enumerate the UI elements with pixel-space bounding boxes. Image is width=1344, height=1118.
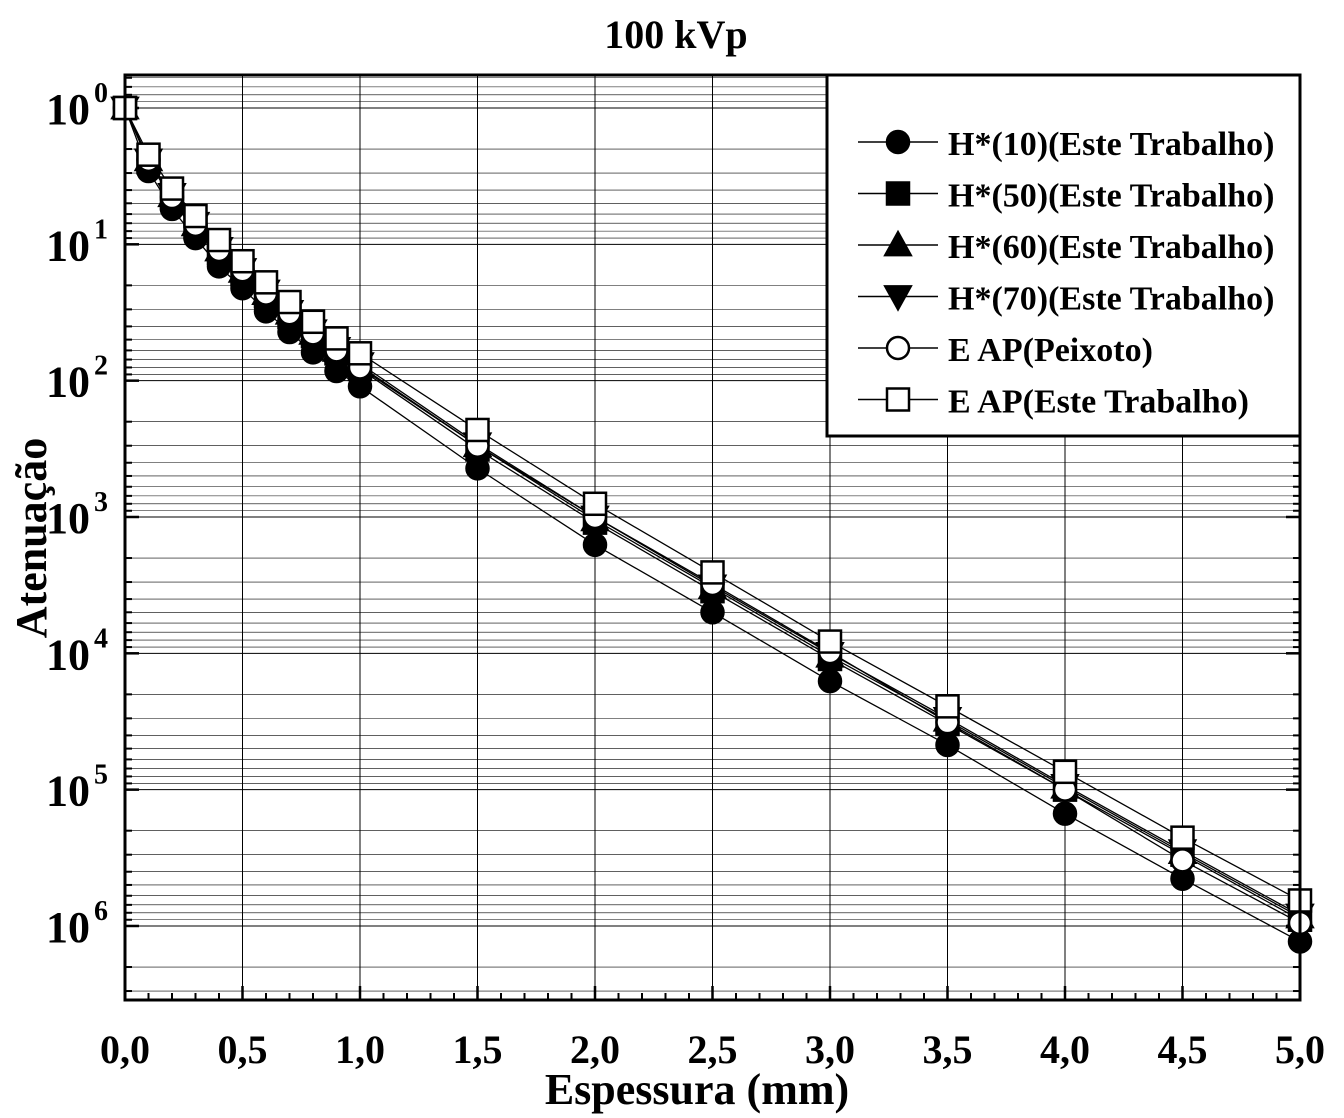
y-tick-label-exponent: 6 <box>94 896 108 927</box>
data-point <box>324 326 349 351</box>
data-point <box>1052 801 1078 826</box>
data-point <box>230 248 255 274</box>
x-tick-label: 4,0 <box>1040 1027 1090 1072</box>
x-axis-label: Espessura (mm) <box>545 1065 849 1114</box>
x-tick-label: 2,0 <box>570 1027 620 1072</box>
x-tick-label: 4,5 <box>1158 1027 1208 1072</box>
x-tick-label: 3,0 <box>805 1027 855 1072</box>
data-point <box>935 732 960 758</box>
y-tick-label: 10 <box>46 85 90 134</box>
series-group <box>110 92 1315 954</box>
data-point <box>347 341 373 366</box>
x-tick-label: 2,5 <box>688 1027 738 1072</box>
x-tick-label: 1,0 <box>335 1027 385 1072</box>
y-tick-label: 10 <box>46 767 90 816</box>
data-point <box>277 289 302 315</box>
data-point <box>159 176 185 201</box>
data-point <box>582 491 608 517</box>
y-tick-label-exponent: 5 <box>94 760 108 791</box>
data-point <box>206 227 232 253</box>
series-6 <box>112 95 1313 913</box>
y-axis-label: Atenuação <box>7 438 56 638</box>
x-tick-labels: 0,0 0,5 1,0 1,5 2,0 2,5 3,0 3,5 4,0 4,5 5,0 <box>100 1027 1325 1072</box>
legend-label: H*(60)(Este Trabalho) <box>948 229 1274 266</box>
legend-marker <box>885 129 911 155</box>
x-tick-label: 3,5 <box>923 1027 973 1072</box>
y-tick-label: 10 <box>46 221 90 270</box>
y-tick-label: 10 <box>46 358 90 407</box>
legend-label: H*(10)(Este Trabalho) <box>948 126 1274 163</box>
legend-label: E AP(Este Trabalho) <box>948 384 1249 421</box>
data-point <box>1052 759 1078 785</box>
data-point <box>300 309 326 335</box>
data-point <box>1170 825 1195 850</box>
x-tick-label: 0,0 <box>100 1027 150 1072</box>
legend-marker <box>885 181 911 206</box>
y-tick-label-exponent: 0 <box>94 78 108 109</box>
chart-title: 100 kVp <box>604 12 747 57</box>
data-point <box>935 694 960 719</box>
legend-marker <box>885 335 911 361</box>
y-tick-label-exponent: 3 <box>94 487 108 518</box>
x-tick-label: 0,5 <box>218 1027 268 1072</box>
legend-marker <box>883 285 913 312</box>
legend-marker <box>885 387 911 412</box>
data-point <box>136 142 161 167</box>
y-tick-label: 10 <box>46 630 90 679</box>
data-point <box>253 270 279 295</box>
data-point <box>582 532 608 558</box>
legend-label: H*(50)(Este Trabalho) <box>948 178 1274 215</box>
y-tick-label: 10 <box>46 903 90 952</box>
x-tick-label: 5,0 <box>1275 1027 1325 1072</box>
legend: H*(10)(Este Trabalho) H*(50)(Este Trabalh… <box>825 73 1302 438</box>
data-point <box>700 600 725 625</box>
y-tick-label: 10 <box>46 494 90 543</box>
data-point <box>700 560 725 585</box>
y-tick-label-exponent: 1 <box>94 214 108 245</box>
plot-frame <box>123 73 1302 1002</box>
legend-marker <box>883 229 913 257</box>
data-point <box>1170 848 1195 873</box>
x-tick-label: 1,5 <box>453 1027 503 1072</box>
y-tick-label-exponent: 2 <box>94 351 108 382</box>
data-point <box>817 629 843 654</box>
data-point <box>465 417 490 443</box>
data-point <box>183 203 208 229</box>
y-tick-label-exponent: 4 <box>94 623 108 654</box>
legend-label: E AP(Peixoto) <box>948 332 1153 369</box>
legend-label: H*(70)(Este Trabalho) <box>948 281 1274 318</box>
data-point <box>817 668 843 694</box>
